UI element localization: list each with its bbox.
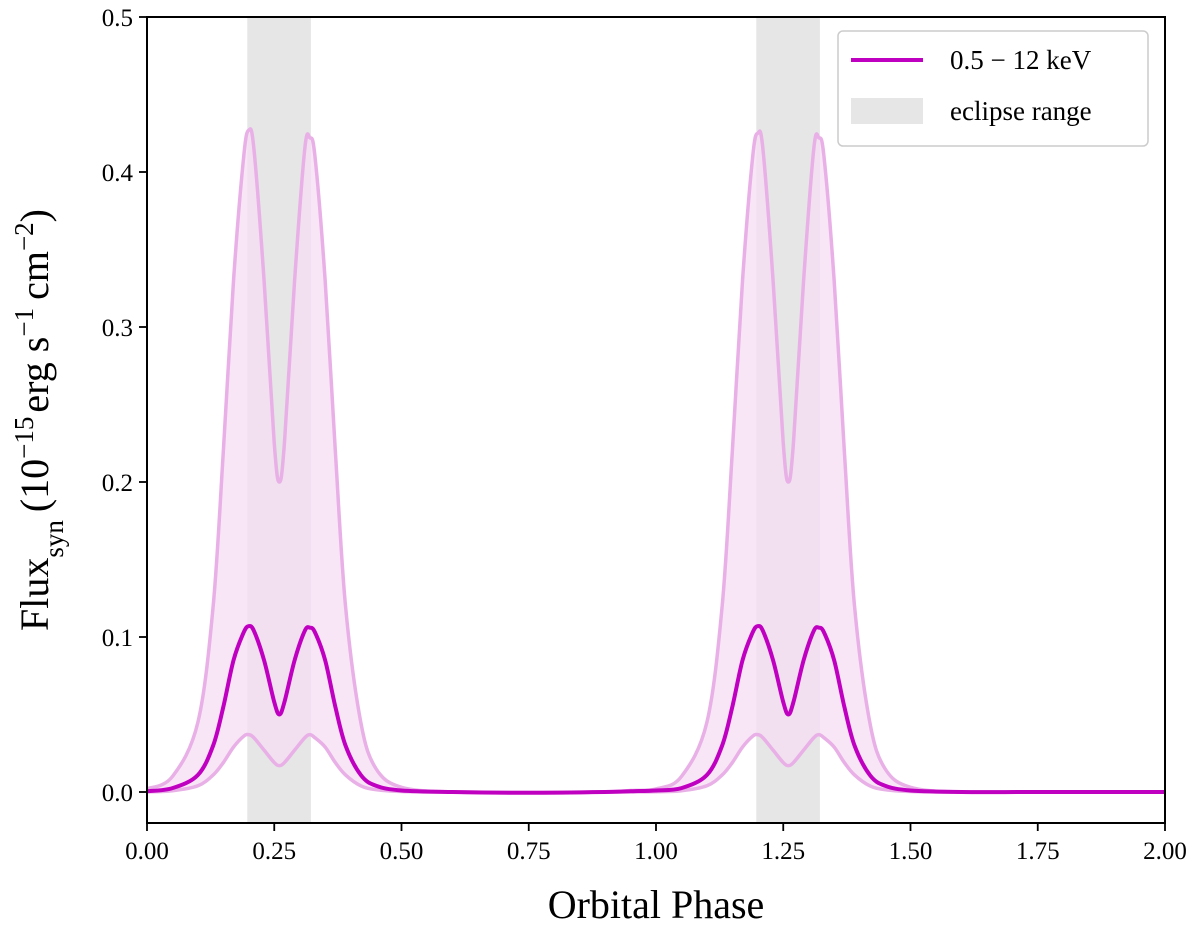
x-tick-label: 0.75 xyxy=(507,838,551,865)
y-title-unit2: cm xyxy=(12,251,57,300)
x-tick-label: 1.00 xyxy=(634,838,678,865)
y-title-exp1: −15 xyxy=(9,417,39,459)
legend-label-energy-band: 0.5 − 12 keV xyxy=(950,45,1092,75)
x-tick-label: 1.50 xyxy=(889,838,933,865)
y-title-exp3: −2 xyxy=(9,222,39,251)
legend-label-eclipse-range: eclipse range xyxy=(950,96,1092,126)
y-title-unit1: erg s xyxy=(12,337,57,413)
y-title-flux-sub: syn xyxy=(39,520,69,558)
x-tick-label: 0.25 xyxy=(252,838,296,865)
x-tick-label: 1.25 xyxy=(761,838,805,865)
series-main-flux xyxy=(146,623,1165,795)
y-tick-label: 0.4 xyxy=(102,160,134,187)
x-tick-label: 0.50 xyxy=(380,838,424,865)
x-tick-label: 2.00 xyxy=(1143,838,1187,865)
y-tick-label: 0.3 xyxy=(102,315,133,342)
flux-band-fill xyxy=(147,128,1165,793)
legend-patch-swatch xyxy=(851,98,923,124)
flux-uncertainty-band xyxy=(147,128,1165,793)
x-tick-label: 1.75 xyxy=(1016,838,1060,865)
x-tick-label: 0.00 xyxy=(125,838,169,865)
y-tick-label: 0.2 xyxy=(102,470,133,497)
y-title-close: ) xyxy=(12,209,57,222)
y-tick-label: 0.1 xyxy=(102,625,133,652)
y-tick-label: 0.0 xyxy=(102,780,133,807)
y-title-open: (10 xyxy=(12,459,57,512)
x-axis: 0.00 0.25 0.50 0.75 1.00 1.25 1.50 1.75 2.00 xyxy=(125,823,1187,865)
y-axis-title: Fluxsyn (10−15 erg s−1 cm−2) xyxy=(9,209,69,631)
y-title-exp2: −1 xyxy=(9,308,39,337)
y-axis: 0.0 0.1 0.2 0.3 0.4 0.5 xyxy=(102,5,147,807)
y-tick-label: 0.5 xyxy=(102,5,133,32)
series-lines xyxy=(146,127,1165,795)
y-title-flux: Flux xyxy=(12,558,57,631)
legend: 0.5 − 12 keV eclipse range xyxy=(837,30,1149,147)
x-axis-title: Orbital Phase xyxy=(548,882,765,927)
